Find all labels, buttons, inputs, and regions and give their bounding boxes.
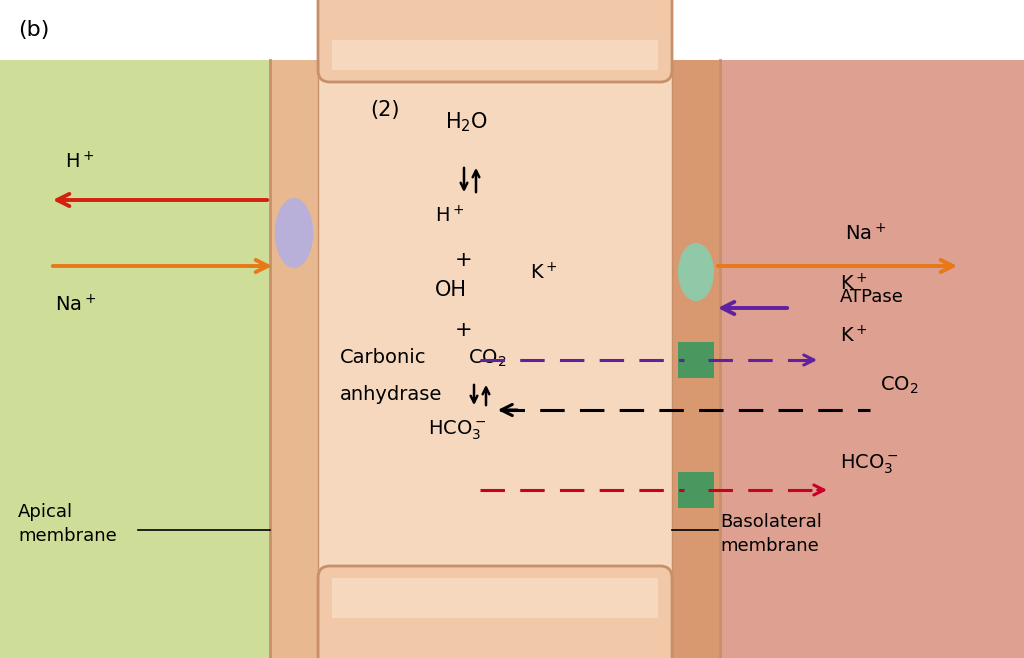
Ellipse shape (274, 198, 313, 268)
Text: +: + (455, 320, 473, 340)
Bar (318, 60, 672, 658)
Text: H$^+$: H$^+$ (65, 151, 94, 172)
Text: CO$_2$: CO$_2$ (468, 348, 507, 369)
FancyBboxPatch shape (318, 566, 672, 658)
Text: H$_2$O: H$_2$O (445, 110, 488, 134)
Text: anhydrase: anhydrase (340, 385, 442, 404)
Text: Apical
membrane: Apical membrane (18, 503, 117, 545)
FancyBboxPatch shape (318, 0, 672, 82)
Text: Na$^+$: Na$^+$ (55, 294, 96, 315)
Text: OH: OH (435, 280, 467, 300)
Bar (0, 0, 1024, 60)
Bar (680, 60, 1024, 658)
Bar (678, 472, 714, 508)
Bar (0, 60, 270, 658)
Text: Na$^+$: Na$^+$ (845, 222, 887, 244)
Bar (678, 342, 714, 378)
Bar (332, 578, 658, 618)
Text: K$^+$: K$^+$ (530, 262, 558, 283)
Text: CO$_2$: CO$_2$ (880, 374, 919, 396)
Text: +: + (455, 250, 473, 270)
Text: HCO$_3^-$: HCO$_3^-$ (428, 418, 486, 442)
Text: HCO$_3^-$: HCO$_3^-$ (840, 453, 898, 476)
Text: H$^+$: H$^+$ (435, 205, 465, 226)
Bar (270, 60, 318, 658)
Text: K$^+$: K$^+$ (840, 272, 867, 294)
Text: Basolateral
membrane: Basolateral membrane (720, 513, 822, 555)
Ellipse shape (678, 243, 714, 301)
Text: (2): (2) (370, 100, 399, 120)
Bar (332, 40, 658, 70)
Text: (b): (b) (18, 20, 49, 40)
Text: ATPase: ATPase (840, 288, 904, 306)
Text: K$^+$: K$^+$ (840, 324, 867, 346)
Text: Carbonic: Carbonic (340, 348, 427, 367)
Bar (672, 60, 720, 658)
